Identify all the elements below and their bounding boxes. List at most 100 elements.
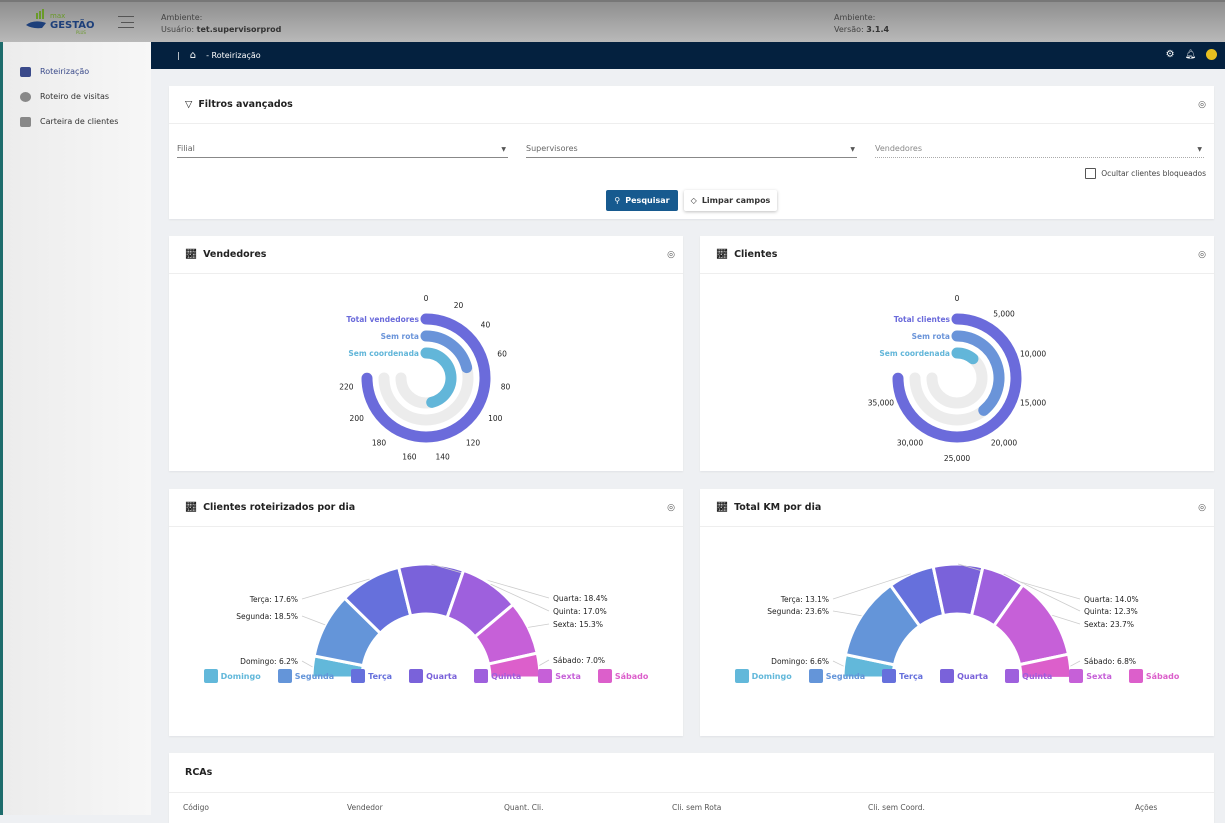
- tick-label: 20,000: [991, 439, 1017, 448]
- checkbox-box[interactable]: [1085, 168, 1097, 179]
- search-button[interactable]: ⚲ Pesquisar: [606, 190, 678, 211]
- legend-item-domingo[interactable]: Domingo: [203, 669, 261, 683]
- series-label: Total vendedores: [346, 315, 419, 324]
- ocultar-bloqueados-checkbox[interactable]: Ocultar clientes bloqueados: [1085, 168, 1206, 179]
- environment-info: Ambiente: Usuário: tet.supervisorprod: [161, 12, 281, 36]
- legend-swatch: [1005, 669, 1020, 683]
- legend-item-domingo[interactable]: Domingo: [734, 669, 792, 683]
- legend-swatch: [940, 669, 955, 683]
- legend-label: Quinta: [491, 671, 522, 681]
- breadcrumb: | ⌂ - Roteirização: [177, 50, 261, 61]
- eye-off-icon[interactable]: ◎: [1198, 250, 1206, 260]
- chevron-down-icon: ▼: [850, 146, 855, 153]
- legend-swatch: [277, 669, 292, 683]
- series-label: Sem rota: [912, 332, 950, 341]
- legend-label: Sexta: [555, 671, 581, 681]
- tick-label: 40: [481, 320, 491, 329]
- radial-bar-total-clientes: [892, 313, 1022, 443]
- legend-swatch: [808, 669, 823, 683]
- legend-item-sábado[interactable]: Sábado: [597, 669, 648, 683]
- tick-label: 160: [402, 452, 417, 461]
- leader-line: [832, 660, 844, 667]
- column-header-codigo[interactable]: Código: [183, 803, 210, 812]
- filial-placeholder: Filial: [177, 144, 195, 153]
- rcas-title: RCAs: [169, 753, 1214, 793]
- data-label: Segunda: 18.5%: [236, 612, 298, 621]
- home-icon[interactable]: ⌂: [189, 50, 197, 61]
- legend-item-segunda[interactable]: Segunda: [277, 669, 335, 683]
- column-header-vendedor[interactable]: Vendedor: [347, 803, 383, 812]
- vendedores-placeholder: Vendedores: [875, 144, 923, 153]
- vendedores-select[interactable]: Vendedores ▼: [875, 144, 1204, 158]
- legend-item-sexta[interactable]: Sexta: [538, 669, 581, 683]
- legend-item-sábado[interactable]: Sábado: [1128, 669, 1179, 683]
- legend-label: Quarta: [957, 671, 989, 681]
- vendedores-card: 📈︎ Vendedores ◎ Total vendedores Sem rota S…: [169, 236, 683, 471]
- gear-icon: [20, 91, 31, 102]
- column-header-cli-sem-coord[interactable]: Cli. sem Coord.: [868, 803, 925, 812]
- legend-label: Segunda: [294, 671, 335, 681]
- legend-item-sexta[interactable]: Sexta: [1069, 669, 1112, 683]
- legend-item-quarta[interactable]: Quarta: [940, 669, 988, 683]
- sidebar-item-roteiro-de-visitas[interactable]: Roteiro de visitas: [3, 84, 151, 109]
- avatar[interactable]: [1206, 49, 1217, 60]
- versao-label: Versão:: [834, 25, 864, 34]
- tick-label: 100: [488, 414, 503, 423]
- gear-icon[interactable]: ⚙: [1165, 49, 1175, 60]
- eye-off-icon[interactable]: ◎: [1198, 100, 1206, 110]
- search-icon: ⚲: [614, 196, 621, 205]
- breadcrumb-current[interactable]: - Roteirização: [206, 51, 261, 60]
- radial-bar-sem-rota: [420, 330, 473, 374]
- card-title: Clientes roteirizados por dia: [203, 502, 356, 513]
- tick-label: 30,000: [897, 439, 923, 448]
- legend-item-terça[interactable]: Terça: [351, 669, 392, 683]
- legend-swatch: [538, 669, 553, 683]
- data-label: Terça: 13.1%: [780, 595, 829, 604]
- version-info: Ambiente: Versão: 3.1.4: [834, 12, 889, 36]
- legend-swatch: [1128, 669, 1143, 683]
- leader-line: [1070, 660, 1081, 667]
- column-header-quant-cli[interactable]: Quant. Cli.: [504, 803, 544, 812]
- tick-label: 60: [497, 349, 507, 358]
- map-users-icon: [20, 66, 31, 77]
- series-label: Sem rota: [381, 332, 419, 341]
- clear-button[interactable]: ◇ Limpar campos: [684, 190, 777, 211]
- supervisores-select[interactable]: Supervisores ▼: [526, 144, 857, 158]
- legend-item-terça[interactable]: Terça: [882, 669, 923, 683]
- series-label: Sem coordenada: [879, 349, 950, 358]
- leader-line: [301, 578, 370, 600]
- legend-item-segunda[interactable]: Segunda: [808, 669, 866, 683]
- data-label: Quarta: 14.0%: [1084, 595, 1139, 604]
- menu-toggle-button[interactable]: [118, 16, 134, 28]
- filters-card: ▽ Filtros avançados ◎ Filial ▼ Supervisore…: [169, 86, 1214, 219]
- filial-select[interactable]: Filial ▼: [177, 144, 508, 158]
- data-label: Sábado: 7.0%: [553, 656, 605, 665]
- leader-line: [539, 659, 550, 666]
- rcas-card: RCAs Código Vendedor Quant. Cli. Cli. se…: [169, 753, 1214, 823]
- eye-off-icon[interactable]: ◎: [667, 503, 675, 513]
- sidebar-item-carteira-de-clientes[interactable]: Carteira de clientes: [3, 109, 151, 134]
- legend-swatch: [597, 669, 612, 683]
- leader-line: [301, 615, 326, 626]
- sidebar-item-roteirizacao[interactable]: Roteirização: [3, 59, 151, 84]
- tick-label: 0: [424, 294, 429, 303]
- column-header-cli-sem-rota[interactable]: Cli. sem Rota: [672, 803, 722, 812]
- tick-label: 5,000: [993, 309, 1015, 318]
- chart-line-icon: 📈︎: [185, 502, 198, 513]
- eye-off-icon[interactable]: ◎: [1198, 503, 1206, 513]
- ocultar-label: Ocultar clientes bloqueados: [1101, 169, 1206, 178]
- legend-item-quarta[interactable]: Quarta: [409, 669, 457, 683]
- search-label: Pesquisar: [625, 196, 670, 205]
- legend-item-quinta[interactable]: Quinta: [474, 669, 521, 683]
- data-label: Segunda: 23.6%: [767, 607, 829, 616]
- legend-item-quinta[interactable]: Quinta: [1005, 669, 1052, 683]
- usuario-value: tet.supervisorprod: [196, 25, 282, 34]
- chevron-down-icon: ▼: [1197, 146, 1202, 153]
- eye-off-icon[interactable]: ◎: [667, 250, 675, 260]
- data-label: Sábado: 6.8%: [1084, 657, 1136, 666]
- data-label: Domingo: 6.2%: [240, 657, 298, 666]
- legend-label: Segunda: [825, 671, 866, 681]
- column-header-acoes[interactable]: Ações: [1135, 803, 1158, 812]
- top-header: max GESTÃO PLUS Ambiente: Usuário: tet.s…: [0, 0, 1225, 42]
- bell-icon[interactable]: 🔔︎: [1184, 49, 1196, 60]
